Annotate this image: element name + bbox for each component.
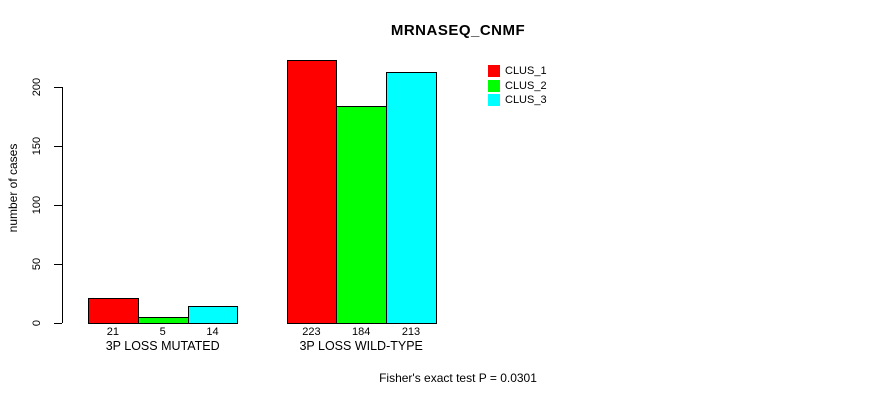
y-axis-tick [54,86,62,88]
bar-clus_2-group1 [137,317,189,324]
x-category-label: 3P LOSS MUTATED [105,339,220,353]
y-axis-tick-label: 200 [31,77,43,97]
chart-title: MRNASEQ_CNMF [390,22,526,39]
legend-color-swatch-icon [488,94,500,106]
y-axis-tick-label: 0 [31,319,43,327]
legend-item-label: CLUS_1 [505,65,547,77]
bar-value-label: 223 [302,326,321,338]
y-axis-tick [54,322,62,324]
y-axis-line [62,87,63,323]
bar-clus_1-group2 [286,59,338,324]
bar-clus_3-group1 [187,306,239,324]
bar-value-label: 213 [401,326,421,338]
y-axis-tick-label: 50 [31,257,43,271]
y-axis-label: number of cases [6,143,20,233]
legend: CLUS_1 CLUS_2 CLUS_3 [488,65,547,106]
x-category-label: 3P LOSS WILD-TYPE [299,339,423,353]
y-axis-tick [54,145,62,147]
bar-value-label: 14 [206,326,219,338]
legend-color-swatch-icon [488,65,500,77]
legend-item-label: CLUS_3 [505,94,547,106]
legend-item-clus_1: CLUS_1 [488,65,547,77]
legend-item-clus_2: CLUS_2 [488,79,547,92]
bar-clus_2-group2 [336,105,388,324]
bar-value-label: 21 [106,326,120,338]
y-axis-tick-label: 100 [31,195,43,215]
y-axis-tick [54,204,62,206]
bar-value-label: 184 [352,326,371,338]
y-axis-tick-label: 150 [31,136,43,156]
legend-color-swatch-icon [488,79,500,92]
bar-value-label: 5 [159,326,166,338]
y-axis-tick [54,263,62,265]
legend-item-label: CLUS_2 [505,79,547,92]
bar-clus_1-group1 [88,298,139,324]
bar-clus_3-group2 [386,71,437,324]
legend-item-clus_3: CLUS_3 [488,94,547,106]
fisher-test-annotation: Fisher's exact test P = 0.0301 [379,371,537,385]
